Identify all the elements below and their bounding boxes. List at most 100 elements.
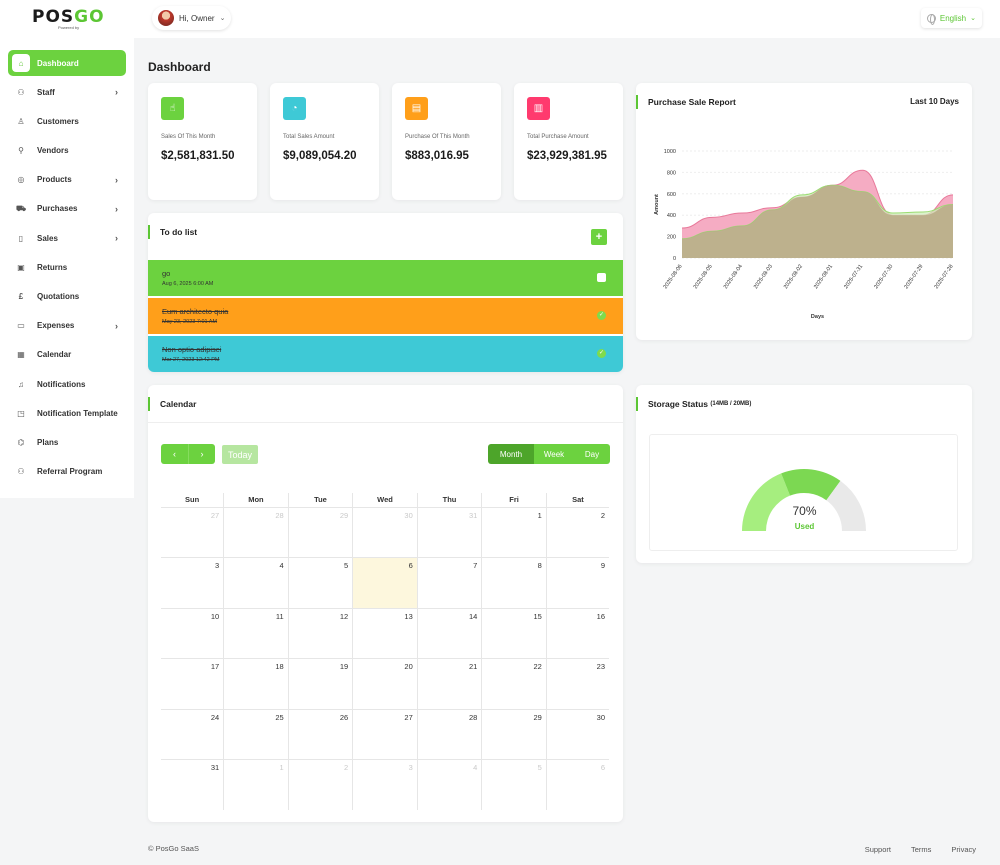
calendar-day[interactable]: 10 xyxy=(161,607,225,659)
footer-link-terms[interactable]: Terms xyxy=(910,845,932,854)
calendar-day[interactable]: 31 xyxy=(161,759,225,810)
calendar-day[interactable]: 4 xyxy=(223,557,289,609)
calendar-day[interactable]: 23 xyxy=(545,658,609,710)
sidebar-item-referral-program[interactable]: ⚇ Referral Program xyxy=(8,459,126,485)
calendar-day[interactable]: 29 xyxy=(287,506,354,558)
y-axis-title: Amount xyxy=(654,194,660,215)
calendar-day[interactable]: 16 xyxy=(545,607,609,659)
calendar-day[interactable]: 14 xyxy=(416,607,483,659)
checked-checkbox[interactable]: ✓ xyxy=(597,349,606,358)
sidebar-item-label: Plans xyxy=(37,437,59,447)
checked-checkbox[interactable]: ✓ xyxy=(597,311,606,320)
storage-card: Storage Status (14MB / 20MB) 70% Used xyxy=(636,385,972,563)
calendar-day[interactable]: 22 xyxy=(481,658,547,710)
stat-value: $23,929,381.95 xyxy=(527,150,607,162)
user-greeting: Hi, Owner xyxy=(179,13,215,23)
sidebar-item-customers[interactable]: ♙ Customers xyxy=(8,108,126,134)
calendar-day[interactable]: 6 xyxy=(545,759,609,810)
sidebar-item-notifications[interactable]: ♫ Notifications xyxy=(8,371,126,397)
calendar-day[interactable]: 5 xyxy=(481,759,547,810)
calendar-day[interactable]: 30 xyxy=(352,506,418,558)
calendar-day[interactable]: 9 xyxy=(545,557,609,609)
todo-item[interactable]: Eum architecto quia May 23, 2023 7:01 AM ✓ xyxy=(148,298,623,334)
calendar-day[interactable]: 29 xyxy=(481,708,547,760)
sidebar-item-expenses[interactable]: ▭ Expenses › xyxy=(8,313,126,339)
purchase-sale-report-card: Purchase Sale Report Last 10 Days 0 200 40… xyxy=(636,83,972,340)
chevron-down-icon: ⌄ xyxy=(219,15,226,22)
footer-link-support[interactable]: Support xyxy=(864,845,891,854)
sidebar-item-notification-template[interactable]: ◳ Notification Template xyxy=(8,400,126,426)
language-selector[interactable]: English ⌄ xyxy=(920,8,982,28)
user-menu[interactable]: Hi, Owner ⌄ xyxy=(152,6,232,30)
sidebar-item-purchases[interactable]: ⛟ Purchases › xyxy=(8,196,126,222)
sidebar-item-plans[interactable]: ⌬ Plans xyxy=(8,429,126,455)
calendar-day[interactable]: 2 xyxy=(287,759,354,810)
storage-header: Storage Status (14MB / 20MB) xyxy=(636,385,972,423)
stat-value: $883,016.95 xyxy=(405,150,469,162)
storage-title: Storage Status xyxy=(648,399,708,409)
weekday-header: Wed xyxy=(352,493,418,508)
sidebar-item-label: Calendar xyxy=(37,350,72,360)
calendar-day[interactable]: 3 xyxy=(161,557,225,609)
calendar-day[interactable]: 17 xyxy=(161,658,225,710)
y-tick-label: 800 xyxy=(667,170,676,176)
calendar-day[interactable]: 4 xyxy=(416,759,483,810)
calendar-day[interactable]: 7 xyxy=(416,557,483,609)
calendar-day[interactable]: 30 xyxy=(545,708,609,760)
calendar-day[interactable]: 27 xyxy=(352,708,418,760)
todo-item[interactable]: Non optio adipisci Mar 27, 2023 12:42 PM ✓ xyxy=(148,336,623,372)
calendar-day[interactable]: 1 xyxy=(481,506,547,558)
calendar-day[interactable]: 8 xyxy=(481,557,547,609)
calendar-day[interactable]: 31 xyxy=(416,506,483,558)
view-month-button[interactable]: Month xyxy=(488,444,534,464)
calendar-day[interactable]: 28 xyxy=(416,708,483,760)
calendar-day[interactable]: 15 xyxy=(481,607,547,659)
sidebar-item-returns[interactable]: ▣ Returns xyxy=(8,254,126,280)
sidebar-item-label: Referral Program xyxy=(37,467,103,477)
sidebar-item-vendors[interactable]: ⚲ Vendors xyxy=(8,138,126,164)
calendar-day[interactable]: 19 xyxy=(287,658,354,710)
sidebar-item-staff[interactable]: ⚇ Staff › xyxy=(8,79,126,105)
today-button[interactable]: Today xyxy=(222,445,258,464)
sidebar-item-dashboard[interactable]: ⌂ Dashboard xyxy=(8,50,126,76)
sidebar-item-label: Purchases xyxy=(37,204,78,214)
calendar-day[interactable]: 3 xyxy=(352,759,418,810)
sidebar-item-quotations[interactable]: £ Quotations xyxy=(8,284,126,310)
sidebar-item-calendar[interactable]: ▦ Calendar xyxy=(8,342,126,368)
calendar-day[interactable]: 5 xyxy=(287,557,354,609)
box-icon: ◎ xyxy=(17,175,25,185)
sidebar-item-sales[interactable]: ▯ Sales › xyxy=(8,225,126,251)
calendar-week: 27 28 29 30 31 1 2 xyxy=(161,506,609,558)
sidebar-item-products[interactable]: ◎ Products › xyxy=(8,167,126,193)
calendar-day[interactable]: 20 xyxy=(352,658,418,710)
calendar-day[interactable]: 18 xyxy=(223,658,289,710)
report-range[interactable]: Last 10 Days xyxy=(910,97,959,106)
logo[interactable]: POSGO Powered by xyxy=(32,7,105,30)
add-todo-button[interactable]: + xyxy=(591,229,607,245)
bar-chart-icon: ▥ xyxy=(527,97,550,120)
logo-tagline: Powered by xyxy=(58,25,80,30)
footer-link-privacy[interactable]: Privacy xyxy=(951,845,976,854)
calendar-day[interactable]: 27 xyxy=(161,506,225,558)
todo-item-title: go xyxy=(162,269,171,278)
calendar-day[interactable]: 26 xyxy=(287,708,354,760)
calendar-day[interactable]: 1 xyxy=(223,759,289,810)
prev-month-button[interactable]: ‹ xyxy=(161,444,188,464)
calendar-week: 31 1 2 3 4 5 6 xyxy=(161,759,609,810)
next-month-button[interactable]: › xyxy=(188,444,215,464)
calendar-day[interactable]: 25 xyxy=(223,708,289,760)
calendar-day[interactable]: 24 xyxy=(161,708,225,760)
sidebar-item-label: Staff xyxy=(37,87,55,97)
calendar-day[interactable]: 11 xyxy=(223,607,289,659)
view-week-button[interactable]: Week xyxy=(534,444,574,464)
calendar-day[interactable]: 28 xyxy=(223,506,289,558)
calendar-day[interactable]: 13 xyxy=(352,607,418,659)
view-day-button[interactable]: Day xyxy=(574,444,610,464)
calendar-day[interactable]: 12 xyxy=(287,607,354,659)
calendar-day-today[interactable]: 6 xyxy=(352,557,418,609)
calendar-day[interactable]: 2 xyxy=(545,506,609,558)
sidebar-item-label: Customers xyxy=(37,116,79,126)
todo-item[interactable]: go Aug 6, 2025 6:00 AM xyxy=(148,260,623,296)
calendar-day[interactable]: 21 xyxy=(416,658,483,710)
todo-checkbox[interactable] xyxy=(597,273,606,282)
